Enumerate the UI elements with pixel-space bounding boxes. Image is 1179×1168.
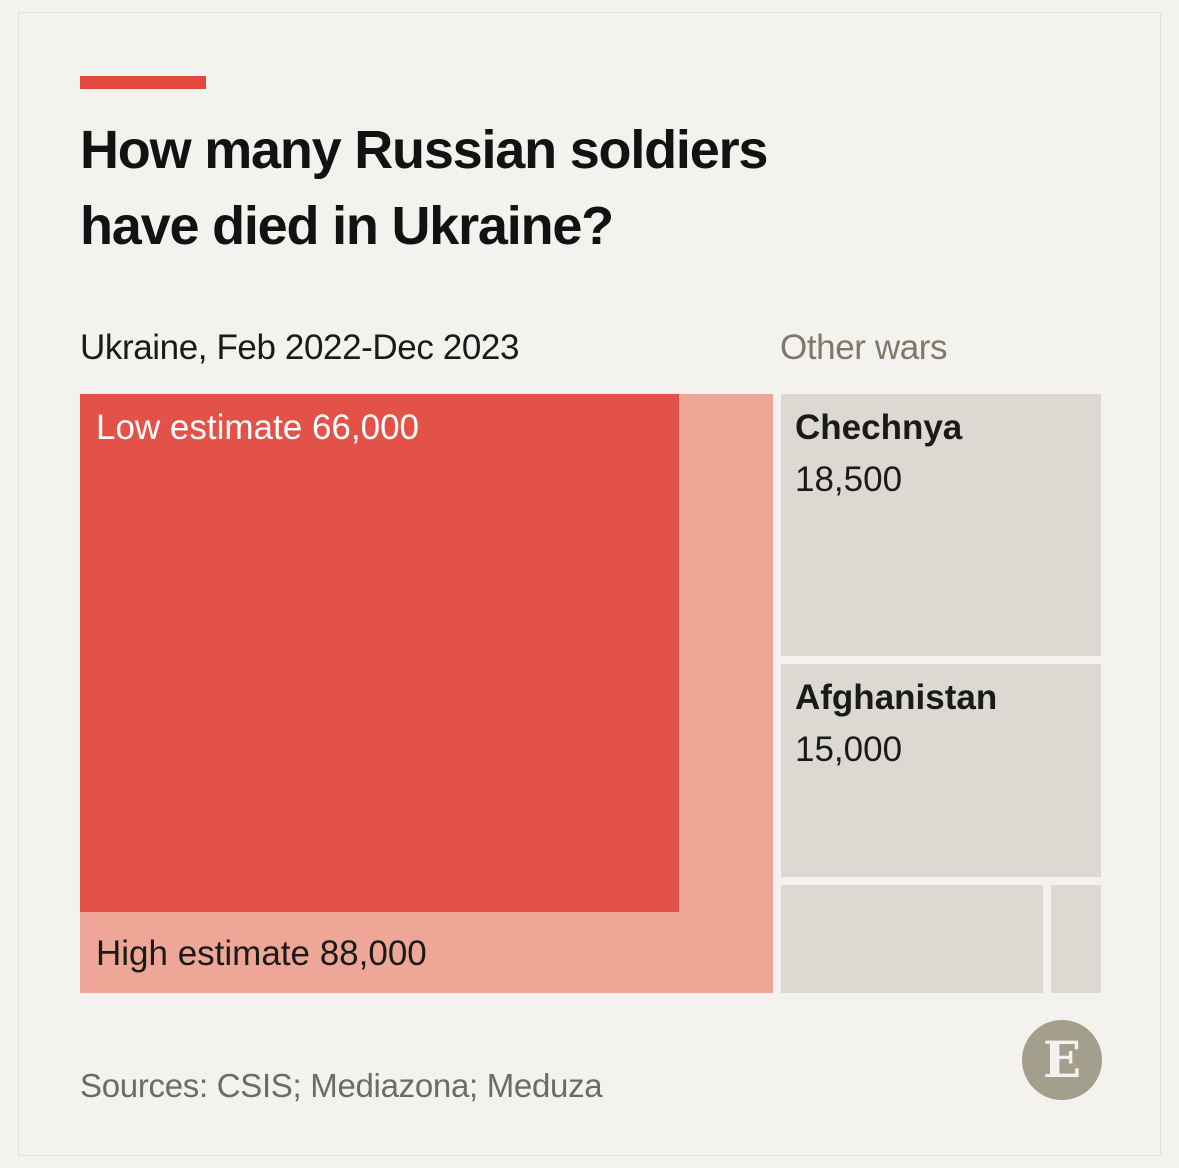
title-line-2: have died in Ukraine? [80,196,614,256]
chechnya-name: Chechnya [795,408,963,447]
ukraine-section-label: Ukraine, Feb 2022-Dec 2023 [80,328,520,367]
chart-frame [18,12,1161,1156]
low-estimate-label: Low estimate 66,000 [96,408,419,447]
source-note: Sources: CSIS; Mediazona; Meduza [80,1067,603,1104]
chart-title: How many Russian soldiers have died in U… [80,112,900,264]
high-estimate-value: 88,000 [320,934,427,973]
war-rect-chechnya [781,394,1101,656]
war-rect-unlabeled-1 [781,885,1043,993]
accent-bar [80,76,206,89]
high-estimate-label-text: High estimate [96,934,310,973]
war-rect-unlabeled-2 [1051,885,1101,993]
high-estimate-label: High estimate 88,000 [96,934,427,973]
other-wars-section-label: Other wars [780,328,948,367]
chechnya-value: 18,500 [795,460,902,499]
low-estimate-label-text: Low estimate [96,408,302,447]
economist-logo: E [1022,1020,1102,1100]
afghanistan-value: 15,000 [795,730,902,769]
low-estimate-rect [80,394,679,912]
war-rect-afghanistan [781,664,1101,877]
afghanistan-name: Afghanistan [795,678,997,717]
title-line-1: How many Russian soldiers [80,120,768,180]
low-estimate-value: 66,000 [312,408,419,447]
